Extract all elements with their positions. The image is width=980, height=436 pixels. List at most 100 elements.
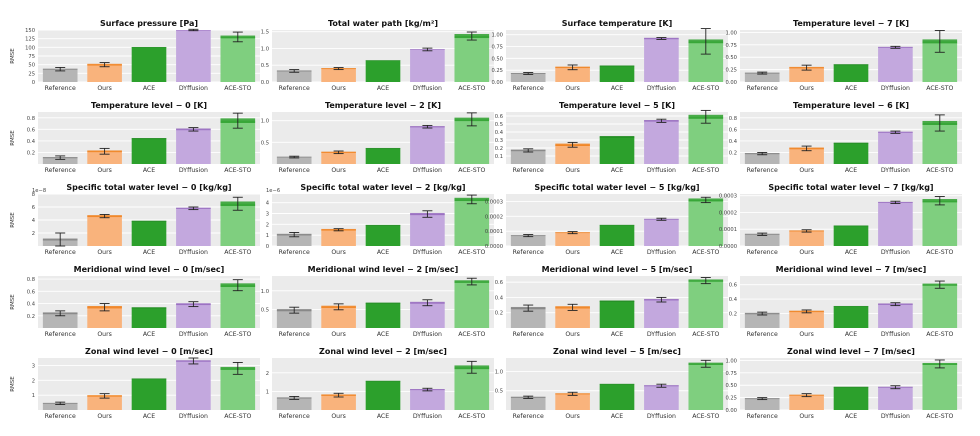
y-tick-label: 0.00 [491, 80, 503, 86]
subplot-title: Zonal wind level − 0 [m/sec] [85, 347, 213, 356]
bar [220, 203, 256, 246]
x-tick-label: ACE-STO [458, 249, 485, 256]
bar [42, 313, 78, 328]
bar [599, 65, 635, 82]
x-tick-label: ACE-STO [224, 167, 251, 174]
x-tick-label: DYffusion [179, 167, 208, 174]
x-tick-label: DYffusion [881, 167, 910, 174]
x-tick-label: Reference [45, 167, 76, 174]
subplot-title: Temperature level − 6 [K] [793, 101, 909, 110]
subplot: 0.0000 0.0001 0.0002 0.0003 Specific total w… [719, 183, 962, 256]
x-tick-label: Reference [513, 85, 544, 92]
bar [42, 69, 78, 82]
subplot-title: Temperature level − 7 [K] [793, 19, 909, 28]
bar [833, 387, 869, 410]
y-tick-label: 3 [32, 363, 35, 369]
bar [220, 285, 256, 328]
bar [176, 304, 211, 328]
bar [321, 229, 356, 246]
bar [176, 360, 211, 410]
y-tick-label: 0.6 [27, 127, 35, 133]
x-tick-label: ACE-STO [926, 85, 953, 92]
subplot-title: Temperature level − 5 [K] [559, 101, 675, 110]
bar [833, 306, 869, 328]
y-axis-label: RMSE [10, 294, 16, 310]
y-tick-label: 0.5 [261, 63, 269, 69]
bar [454, 119, 490, 164]
subplot: 0.00 0.25 0.50 0.75 1.00 Surface temperature … [491, 19, 728, 92]
y-tick-label: 0.4 [729, 139, 738, 145]
subplot: 0.5 1.0 Meridional wind level − 2 [m/sec] R… [261, 265, 494, 338]
bar-band [599, 224, 635, 226]
x-tick-label: ACE [845, 249, 857, 256]
x-tick-label: ACE [845, 331, 857, 338]
y-tick-label: 0.1 [495, 154, 503, 160]
x-tick-label: DYffusion [647, 331, 676, 338]
subplot: 0.2 0.4 0.6 Meridional wind level − 7 [m/se… [729, 265, 962, 338]
y-tick-label: 0.50 [725, 383, 737, 389]
y-tick-label: 2 [266, 222, 269, 228]
x-tick-label: ACE-STO [224, 85, 251, 92]
subplot-title: Zonal wind level − 2 [m/sec] [319, 347, 447, 356]
y-tick-label: 1.0 [495, 369, 503, 375]
subplot: 0.0 0.5 1.0 1.5 Total water path [kg/m²] Refe… [261, 19, 494, 92]
x-tick-label: Ours [565, 85, 580, 92]
bar [922, 200, 958, 246]
x-tick-label: DYffusion [413, 331, 442, 338]
bar [789, 395, 824, 410]
x-tick-label: DYffusion [647, 413, 676, 420]
bar-band [599, 136, 635, 138]
subplot: 0.2 0.4 0.6 0.8 Temperature level − 0 [K] RMS… [10, 101, 260, 174]
y-tick-label: 6 [32, 205, 35, 211]
bar-band [833, 305, 869, 307]
bar [454, 281, 490, 328]
y-tick-label: 0.25 [725, 68, 737, 74]
y-axis-label: RMSE [10, 212, 16, 228]
x-tick-label: Reference [45, 249, 76, 256]
subplot: 0.2 0.4 0.6 0.8 Temperature level − 6 [K] Ref… [729, 101, 962, 174]
x-tick-label: ACE-STO [926, 413, 953, 420]
bar-band [833, 386, 869, 388]
y-tick-label: 50 [28, 63, 35, 69]
bar [555, 393, 590, 410]
x-tick-label: Ours [331, 249, 346, 256]
bar [510, 397, 546, 410]
bar [744, 153, 780, 164]
x-tick-label: DYffusion [881, 413, 910, 420]
y-tick-label: 0.0003 [719, 194, 737, 200]
y-tick-label: 1.00 [725, 358, 737, 364]
y-tick-label: 75 [28, 54, 35, 60]
y-tick-label: 25 [28, 71, 35, 77]
x-tick-label: ACE [143, 331, 155, 338]
bar [789, 311, 824, 328]
y-tick-label: 0.75 [725, 43, 737, 49]
bar [87, 395, 122, 410]
bar-band [131, 138, 167, 140]
bar [176, 129, 211, 164]
x-tick-label: ACE [143, 413, 155, 420]
x-tick-label: Ours [799, 249, 814, 256]
bar [131, 307, 167, 328]
x-tick-label: ACE-STO [692, 413, 719, 420]
bar-band [131, 220, 167, 222]
y-tick-label: 0.5 [261, 307, 269, 313]
axis-multiplier: 1e−6 [266, 188, 280, 194]
y-tick-label: 125 [25, 37, 35, 43]
x-tick-label: ACE [845, 167, 857, 174]
y-tick-label: 0.6 [729, 127, 737, 133]
subplot-title: Specific total water level − 2 [kg/kg] [300, 183, 465, 192]
bar-band [833, 142, 869, 144]
bar [321, 68, 356, 82]
subplot: 0.5 1.0 Zonal wind level − 5 [m/sec] Refere… [495, 347, 728, 420]
x-tick-label: Ours [565, 413, 580, 420]
y-tick-label: 0.2 [27, 150, 35, 156]
x-tick-label: Ours [331, 85, 346, 92]
subplot-title: Meridional wind level − 2 [m/sec] [308, 265, 459, 274]
bar [510, 73, 546, 82]
x-tick-label: Ours [331, 413, 346, 420]
x-tick-label: ACE-STO [692, 249, 719, 256]
bar-band [365, 147, 401, 149]
bar [644, 385, 679, 410]
bar [688, 363, 724, 410]
x-tick-label: DYffusion [413, 85, 442, 92]
